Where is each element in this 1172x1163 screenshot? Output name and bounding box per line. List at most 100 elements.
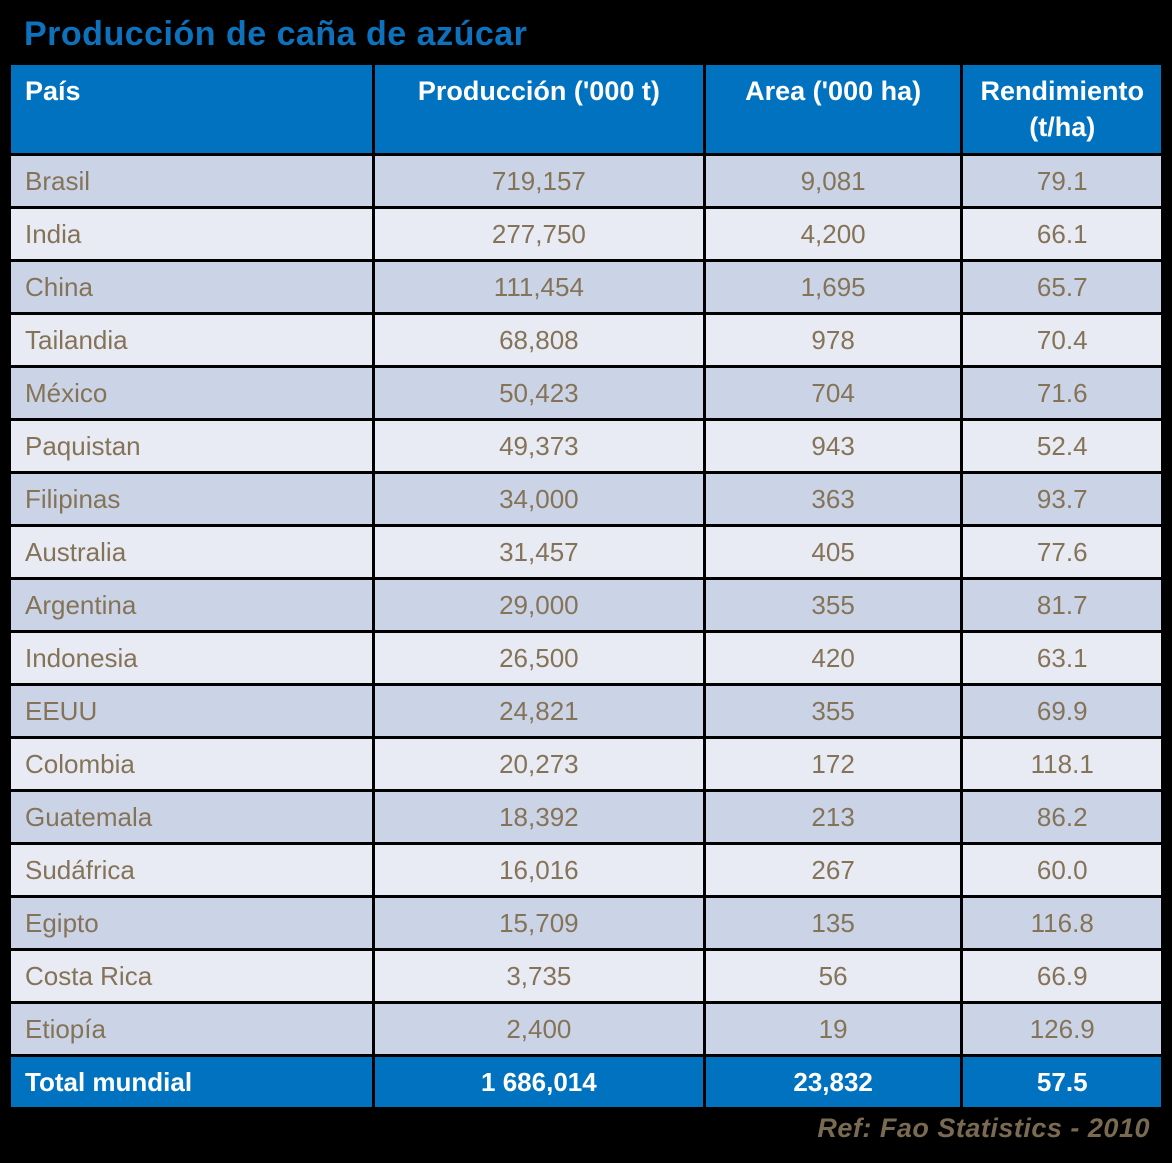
production-cell: 16,016 <box>374 845 703 895</box>
production-cell: 50,423 <box>374 368 703 418</box>
production-cell: 49,373 <box>374 421 703 471</box>
production-cell: 20,273 <box>374 739 703 789</box>
yield-cell: 79.1 <box>963 156 1161 206</box>
table-row: Colombia 20,273 172 118.1 <box>11 739 1161 789</box>
production-cell: 719,157 <box>374 156 703 206</box>
production-table: País Producción ('000 t) Area ('000 ha) … <box>8 62 1164 1110</box>
production-cell: 29,000 <box>374 580 703 630</box>
table-row: Egipto 15,709 135 116.8 <box>11 898 1161 948</box>
yield-cell: 69.9 <box>963 686 1161 736</box>
total-production: 1 686,014 <box>374 1057 703 1107</box>
yield-cell: 126.9 <box>963 1004 1161 1054</box>
area-cell: 405 <box>705 527 961 577</box>
country-cell: Brasil <box>11 156 372 206</box>
production-cell: 24,821 <box>374 686 703 736</box>
header-area: Area ('000 ha) <box>705 65 961 153</box>
area-cell: 19 <box>705 1004 961 1054</box>
area-cell: 56 <box>705 951 961 1001</box>
production-cell: 31,457 <box>374 527 703 577</box>
header-row: País Producción ('000 t) Area ('000 ha) … <box>11 65 1161 153</box>
area-cell: 9,081 <box>705 156 961 206</box>
production-cell: 2,400 <box>374 1004 703 1054</box>
area-cell: 4,200 <box>705 209 961 259</box>
table-row: México 50,423 704 71.6 <box>11 368 1161 418</box>
area-cell: 267 <box>705 845 961 895</box>
yield-cell: 77.6 <box>963 527 1161 577</box>
table-body: Brasil 719,157 9,081 79.1 India 277,750 4,200 6… <box>11 156 1161 1054</box>
production-cell: 111,454 <box>374 262 703 312</box>
area-cell: 213 <box>705 792 961 842</box>
area-cell: 704 <box>705 368 961 418</box>
yield-cell: 63.1 <box>963 633 1161 683</box>
yield-cell: 71.6 <box>963 368 1161 418</box>
total-label: Total mundial <box>11 1057 372 1107</box>
yield-cell: 86.2 <box>963 792 1161 842</box>
country-cell: México <box>11 368 372 418</box>
slide: Producción de caña de azúcar País Produc… <box>0 14 1172 1144</box>
reference-note: Ref: Fao Statistics - 2010 <box>817 1113 1150 1143</box>
production-cell: 3,735 <box>374 951 703 1001</box>
table-row: Argentina 29,000 355 81.7 <box>11 580 1161 630</box>
table-row: Australia 31,457 405 77.6 <box>11 527 1161 577</box>
yield-cell: 52.4 <box>963 421 1161 471</box>
yield-cell: 60.0 <box>963 845 1161 895</box>
total-yield: 57.5 <box>963 1057 1161 1107</box>
table-row: Brasil 719,157 9,081 79.1 <box>11 156 1161 206</box>
country-cell: Tailandia <box>11 315 372 365</box>
country-cell: Etiopía <box>11 1004 372 1054</box>
table-footer: Total mundial 1 686,014 23,832 57.5 <box>11 1057 1161 1107</box>
total-area: 23,832 <box>705 1057 961 1107</box>
yield-cell: 118.1 <box>963 739 1161 789</box>
table-row: Costa Rica 3,735 56 66.9 <box>11 951 1161 1001</box>
country-cell: EEUU <box>11 686 372 736</box>
table-row: Tailandia 68,808 978 70.4 <box>11 315 1161 365</box>
table-row: Indonesia 26,500 420 63.1 <box>11 633 1161 683</box>
production-cell: 34,000 <box>374 474 703 524</box>
production-cell: 68,808 <box>374 315 703 365</box>
production-cell: 277,750 <box>374 209 703 259</box>
yield-cell: 116.8 <box>963 898 1161 948</box>
table-header: País Producción ('000 t) Area ('000 ha) … <box>11 65 1161 153</box>
area-cell: 355 <box>705 686 961 736</box>
header-production: Producción ('000 t) <box>374 65 703 153</box>
country-cell: Australia <box>11 527 372 577</box>
total-row: Total mundial 1 686,014 23,832 57.5 <box>11 1057 1161 1107</box>
area-cell: 978 <box>705 315 961 365</box>
table-row: Filipinas 34,000 363 93.7 <box>11 474 1161 524</box>
header-yield: Rendimiento (t/ha) <box>963 65 1161 153</box>
yield-cell: 66.1 <box>963 209 1161 259</box>
area-cell: 1,695 <box>705 262 961 312</box>
area-cell: 943 <box>705 421 961 471</box>
table-row: Guatemala 18,392 213 86.2 <box>11 792 1161 842</box>
header-country: País <box>11 65 372 153</box>
production-cell: 15,709 <box>374 898 703 948</box>
area-cell: 420 <box>705 633 961 683</box>
production-cell: 26,500 <box>374 633 703 683</box>
country-cell: Indonesia <box>11 633 372 683</box>
table-row: EEUU 24,821 355 69.9 <box>11 686 1161 736</box>
yield-cell: 65.7 <box>963 262 1161 312</box>
area-cell: 172 <box>705 739 961 789</box>
table-row: Sudáfrica 16,016 267 60.0 <box>11 845 1161 895</box>
production-cell: 18,392 <box>374 792 703 842</box>
area-cell: 355 <box>705 580 961 630</box>
page-title: Producción de caña de azúcar <box>24 15 528 53</box>
country-cell: Paquistan <box>11 421 372 471</box>
country-cell: Sudáfrica <box>11 845 372 895</box>
yield-cell: 66.9 <box>963 951 1161 1001</box>
yield-cell: 93.7 <box>963 474 1161 524</box>
area-cell: 135 <box>705 898 961 948</box>
yield-cell: 81.7 <box>963 580 1161 630</box>
country-cell: Egipto <box>11 898 372 948</box>
area-cell: 363 <box>705 474 961 524</box>
table-row: India 277,750 4,200 66.1 <box>11 209 1161 259</box>
table-row: Etiopía 2,400 19 126.9 <box>11 1004 1161 1054</box>
country-cell: Costa Rica <box>11 951 372 1001</box>
table-row: Paquistan 49,373 943 52.4 <box>11 421 1161 471</box>
yield-cell: 70.4 <box>963 315 1161 365</box>
country-cell: Guatemala <box>11 792 372 842</box>
country-cell: Colombia <box>11 739 372 789</box>
country-cell: China <box>11 262 372 312</box>
country-cell: India <box>11 209 372 259</box>
country-cell: Argentina <box>11 580 372 630</box>
